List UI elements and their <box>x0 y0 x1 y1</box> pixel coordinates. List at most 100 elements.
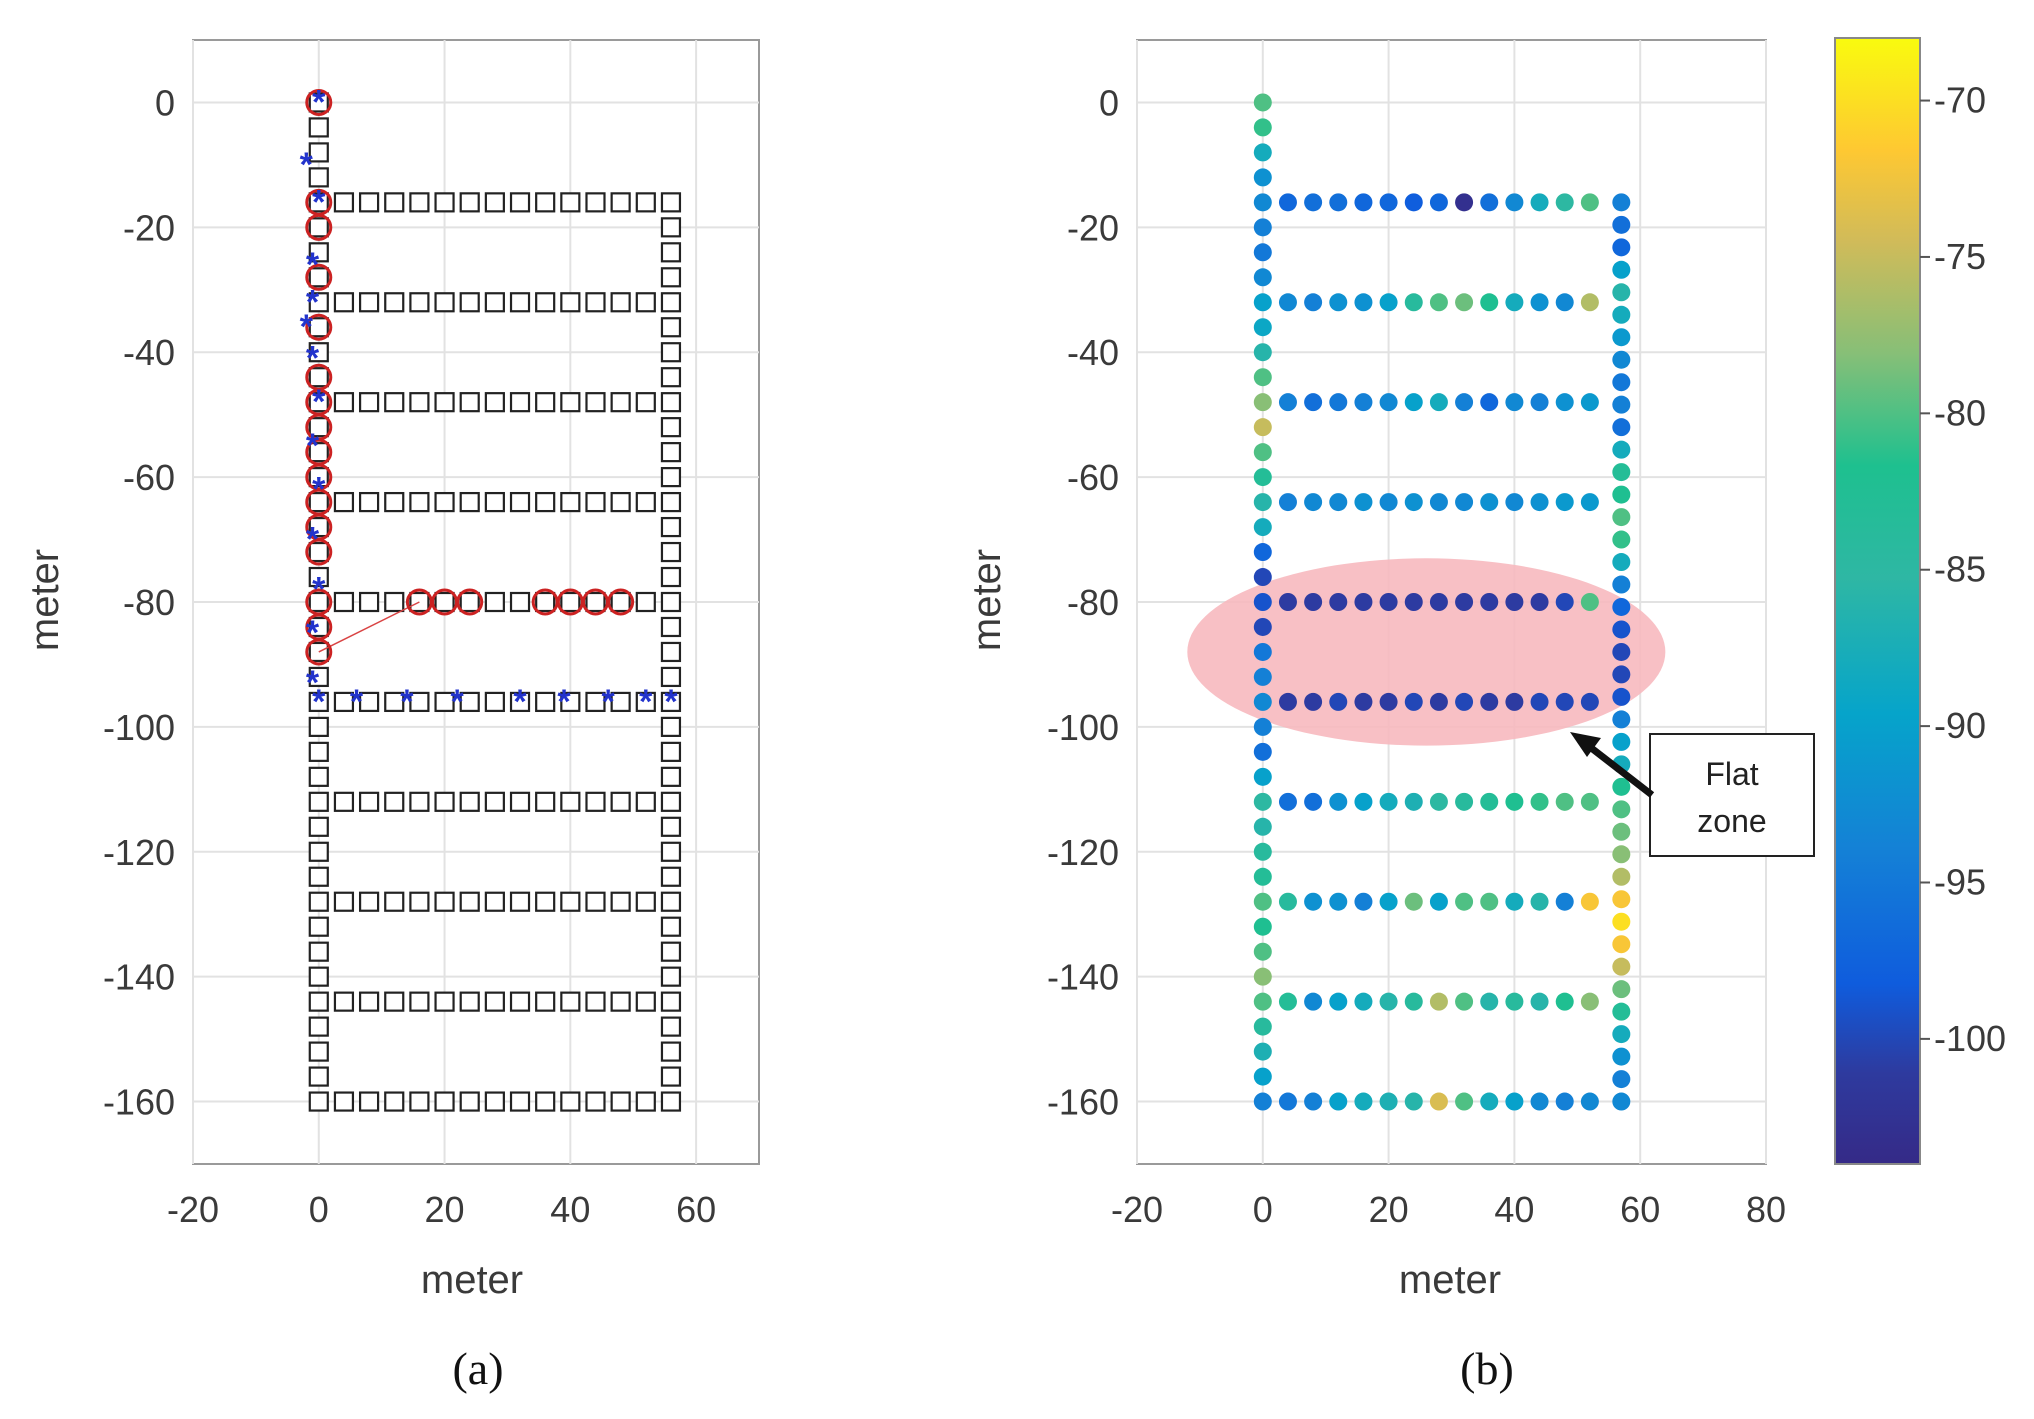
panel-b-caption: (b) <box>1460 1343 1514 1394</box>
rssi-point <box>1304 293 1323 312</box>
reference-point-square <box>560 791 581 812</box>
reference-point-square <box>459 791 480 812</box>
rssi-point <box>1404 593 1423 611</box>
rssi-point <box>1253 593 1272 611</box>
reference-point-square <box>308 442 329 463</box>
rssi-point <box>1505 1092 1524 1111</box>
rssi-point <box>1530 293 1549 312</box>
rssi-point <box>1505 293 1524 312</box>
reference-point-square <box>434 691 455 713</box>
rssi-point <box>1404 692 1423 711</box>
rssi-point <box>1354 293 1373 312</box>
reference-point-square <box>560 491 581 513</box>
reference-point-square <box>560 292 581 313</box>
rssi-point <box>1612 1070 1631 1089</box>
rssi-point <box>1329 1092 1348 1111</box>
reference-point-square <box>409 691 430 713</box>
reference-point-square <box>660 691 682 713</box>
reference-point-square <box>484 1091 505 1112</box>
flat-zone-annotation: Flat zone <box>1570 732 1815 857</box>
reference-point-square <box>610 991 631 1012</box>
reference-point-square <box>660 591 682 613</box>
rssi-point <box>1505 792 1524 811</box>
reference-point-square <box>308 417 329 438</box>
reference-point-square <box>409 791 430 812</box>
estimate-circle <box>305 213 333 241</box>
y-tick-label: -20 <box>1067 207 1119 248</box>
estimate-circle <box>607 588 635 616</box>
reference-point-square <box>660 442 682 463</box>
rssi-point <box>1612 980 1631 999</box>
rssi-point <box>1253 717 1272 736</box>
rssi-point <box>1253 418 1272 437</box>
reference-point-square <box>384 991 405 1012</box>
rssi-point <box>1612 777 1631 796</box>
y-tick-label: -140 <box>103 957 175 998</box>
estimate-star: * <box>664 683 678 721</box>
rssi-point <box>1404 992 1423 1011</box>
estimate-star: * <box>306 246 320 284</box>
estimate-star: * <box>312 383 326 421</box>
reference-point-square <box>509 591 531 613</box>
rssi-point <box>1429 593 1448 611</box>
reference-point-square <box>585 292 606 313</box>
rssi-point <box>1455 593 1474 611</box>
x-tick-label: 0 <box>309 1189 329 1230</box>
reference-point-square <box>660 1016 682 1037</box>
rssi-point <box>1304 493 1323 512</box>
colorbar-tick-label: -100 <box>1934 1018 2006 1059</box>
reference-point-square <box>585 991 606 1012</box>
reference-point-square <box>308 292 329 313</box>
reference-point-square <box>308 142 329 163</box>
rssi-point <box>1278 892 1297 911</box>
reference-point-square <box>409 991 430 1012</box>
reference-point-square <box>308 591 329 613</box>
rssi-point <box>1404 393 1423 412</box>
rssi-point <box>1253 543 1272 562</box>
rssi-point <box>1329 393 1348 412</box>
reference-point-square <box>610 491 631 513</box>
reference-point-square <box>560 392 581 413</box>
reference-point-square <box>308 467 329 488</box>
connector-line <box>318 601 420 653</box>
rssi-point <box>1253 917 1272 936</box>
rssi-point <box>1329 892 1348 911</box>
rssi-point <box>1304 193 1323 212</box>
reference-point-square <box>635 991 656 1012</box>
rssi-point <box>1612 710 1631 729</box>
reference-point-square <box>384 891 405 912</box>
reference-point-square <box>535 491 556 513</box>
reference-point-square <box>333 991 355 1012</box>
rssi-point <box>1612 732 1631 751</box>
reference-point-square <box>535 691 556 713</box>
estimate-star: * <box>306 339 320 377</box>
reference-point-square <box>308 117 329 138</box>
reference-point-square <box>333 192 355 213</box>
rssi-point <box>1505 193 1524 212</box>
x-tick-label: -20 <box>1111 1189 1163 1230</box>
rssi-point <box>1354 992 1373 1011</box>
rssi-point <box>1354 1092 1373 1111</box>
rssi-point <box>1304 593 1323 611</box>
reference-point-square <box>560 891 581 912</box>
reference-point-square <box>535 192 556 213</box>
reference-point-square <box>660 242 682 263</box>
rssi-point <box>1612 305 1631 324</box>
rssi-point <box>1455 792 1474 811</box>
reference-point-square <box>610 1091 631 1112</box>
reference-point-square <box>409 491 430 513</box>
rssi-point <box>1278 393 1297 412</box>
rssi-point <box>1612 485 1631 504</box>
estimate-circle <box>405 588 433 616</box>
rssi-point <box>1480 493 1499 512</box>
rssi-point <box>1253 168 1272 187</box>
estimate-star: * <box>312 571 326 609</box>
x-tick-label: 0 <box>1253 1189 1273 1230</box>
reference-point-square <box>585 791 606 812</box>
rssi-point <box>1480 393 1499 412</box>
panel-a-xlabel: meter <box>421 1258 523 1302</box>
rssi-point <box>1304 1092 1323 1111</box>
estimate-star: * <box>312 683 326 721</box>
reference-point-square <box>459 1091 480 1112</box>
panel-b-y-ticks: 0 -20 -40 -60 -80 -100 -120 -140 -160 <box>1047 82 1119 1122</box>
